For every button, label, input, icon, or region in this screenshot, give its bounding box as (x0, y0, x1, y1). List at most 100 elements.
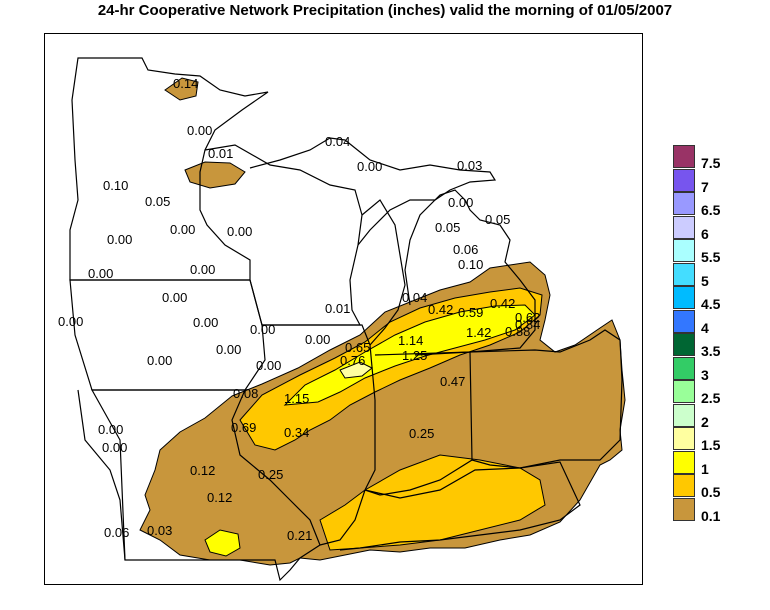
legend-label: 2.5 (701, 390, 721, 406)
station-value: 0.10 (458, 257, 484, 272)
map-title: 24-hr Cooperative Network Precipitation … (97, 2, 673, 19)
station-value: 0.00 (58, 314, 84, 329)
precip-spot-mn (184, 161, 246, 189)
station-value: 0.00 (448, 195, 474, 210)
station-value: 0.03 (457, 158, 483, 173)
legend-swatch (673, 497, 695, 521)
station-value: 0.00 (357, 159, 383, 174)
border-mn (69, 57, 269, 281)
station-value: 0.25 (409, 426, 435, 441)
state-borders (69, 57, 623, 582)
legend-swatch (673, 286, 695, 309)
station-value: 0.25 (258, 467, 284, 482)
station-value: 0.00 (102, 440, 128, 455)
legend-swatch (673, 215, 695, 239)
legend-swatch (673, 427, 695, 450)
station-value: 0.00 (98, 422, 124, 437)
station-value: 0.62 (515, 310, 541, 325)
station-value: 1.15 (284, 391, 310, 406)
station-value: 0.69 (231, 420, 257, 435)
border-mi-lp (404, 189, 536, 356)
station-value: 0.10 (103, 178, 129, 193)
station-value: 0.00 (227, 224, 253, 239)
station-value: 0.06 (104, 525, 130, 540)
station-value: 0.84 (515, 317, 541, 332)
station-value: 0.76 (340, 353, 366, 368)
station-value: 0.12 (207, 490, 233, 505)
border-il (262, 324, 376, 546)
station-value: 0.05 (485, 212, 511, 227)
legend-label: 3 (701, 366, 709, 383)
station-value: 0.01 (325, 301, 351, 316)
station-value: 0.01 (208, 146, 234, 161)
station-value: 0.00 (107, 232, 133, 247)
legend-label: 0.5 (701, 484, 721, 500)
legend-label: 2 (701, 413, 709, 430)
station-value: 0.00 (88, 266, 114, 281)
station-value: 0.00 (187, 123, 213, 138)
station-value: 0.00 (162, 290, 188, 305)
station-value: 1.14 (398, 333, 424, 348)
legend-swatch (673, 168, 695, 192)
station-value: 0.88 (505, 324, 531, 339)
station-value: 1.42 (466, 325, 492, 340)
station-value: 0.14 (173, 76, 199, 91)
legend-label: 5 (701, 272, 709, 289)
station-value: 0.42 (428, 302, 454, 317)
legend-label: 6.5 (701, 202, 721, 218)
station-value: 0.00 (190, 262, 216, 277)
legend-swatch (673, 333, 695, 356)
precip-area-1.5 (339, 361, 373, 379)
legend-swatch (673, 145, 695, 168)
station-value: 0.12 (190, 463, 216, 478)
station-value: 0.00 (170, 222, 196, 237)
station-value: 0.59 (458, 305, 484, 320)
station-value: 0.00 (147, 353, 173, 368)
station-value: 0.21 (287, 528, 313, 543)
legend-swatch (673, 262, 695, 286)
station-value: 0.00 (305, 332, 331, 347)
legend-label: 5.5 (701, 249, 721, 265)
border-ky (339, 461, 581, 551)
legend-swatch (673, 356, 695, 380)
legend-label: 4.5 (701, 296, 721, 312)
border-lake-mi (361, 199, 406, 346)
legend-label: 7 (701, 178, 709, 195)
station-value: 0.06 (453, 242, 479, 257)
precip-spot-nw (164, 77, 199, 101)
legend-swatch (673, 380, 695, 403)
border-iowa (69, 279, 266, 391)
legend-label: 1 (701, 460, 709, 477)
station-value: 0.34 (284, 425, 310, 440)
legend-label: 6 (701, 225, 709, 242)
precip-shading (139, 77, 626, 566)
legend-label: 1.5 (701, 437, 721, 453)
station-value: 0.05 (145, 194, 171, 209)
border-mi-up (249, 137, 497, 246)
station-value: 1.25 (402, 348, 428, 363)
border-mo (90, 389, 321, 582)
legend-swatch (673, 192, 695, 215)
station-value: 0.04 (325, 134, 351, 149)
legend-label: 3.5 (701, 343, 721, 359)
legend-swatch (673, 474, 695, 497)
station-value: 0.00 (250, 322, 276, 337)
station-value: 0.00 (216, 342, 242, 357)
precip-area-0.5-south (319, 454, 546, 551)
station-value: 0.05 (435, 220, 461, 235)
precip-spot (204, 529, 241, 557)
legend-swatch (673, 239, 695, 262)
station-value: 0.42 (490, 296, 516, 311)
station-value: 0.65 (345, 340, 371, 355)
station-value: 0.00 (193, 315, 219, 330)
station-value: 0.08 (233, 386, 259, 401)
legend-swatch (673, 403, 695, 427)
border-river-west (77, 389, 126, 561)
legend-label: 0.1 (701, 507, 721, 524)
legend-label: 7.5 (701, 155, 721, 171)
station-value: 0.03 (147, 523, 173, 538)
legend-swatch (673, 309, 695, 333)
station-value: 0.47 (440, 374, 466, 389)
station-value: 0.00 (256, 358, 282, 373)
